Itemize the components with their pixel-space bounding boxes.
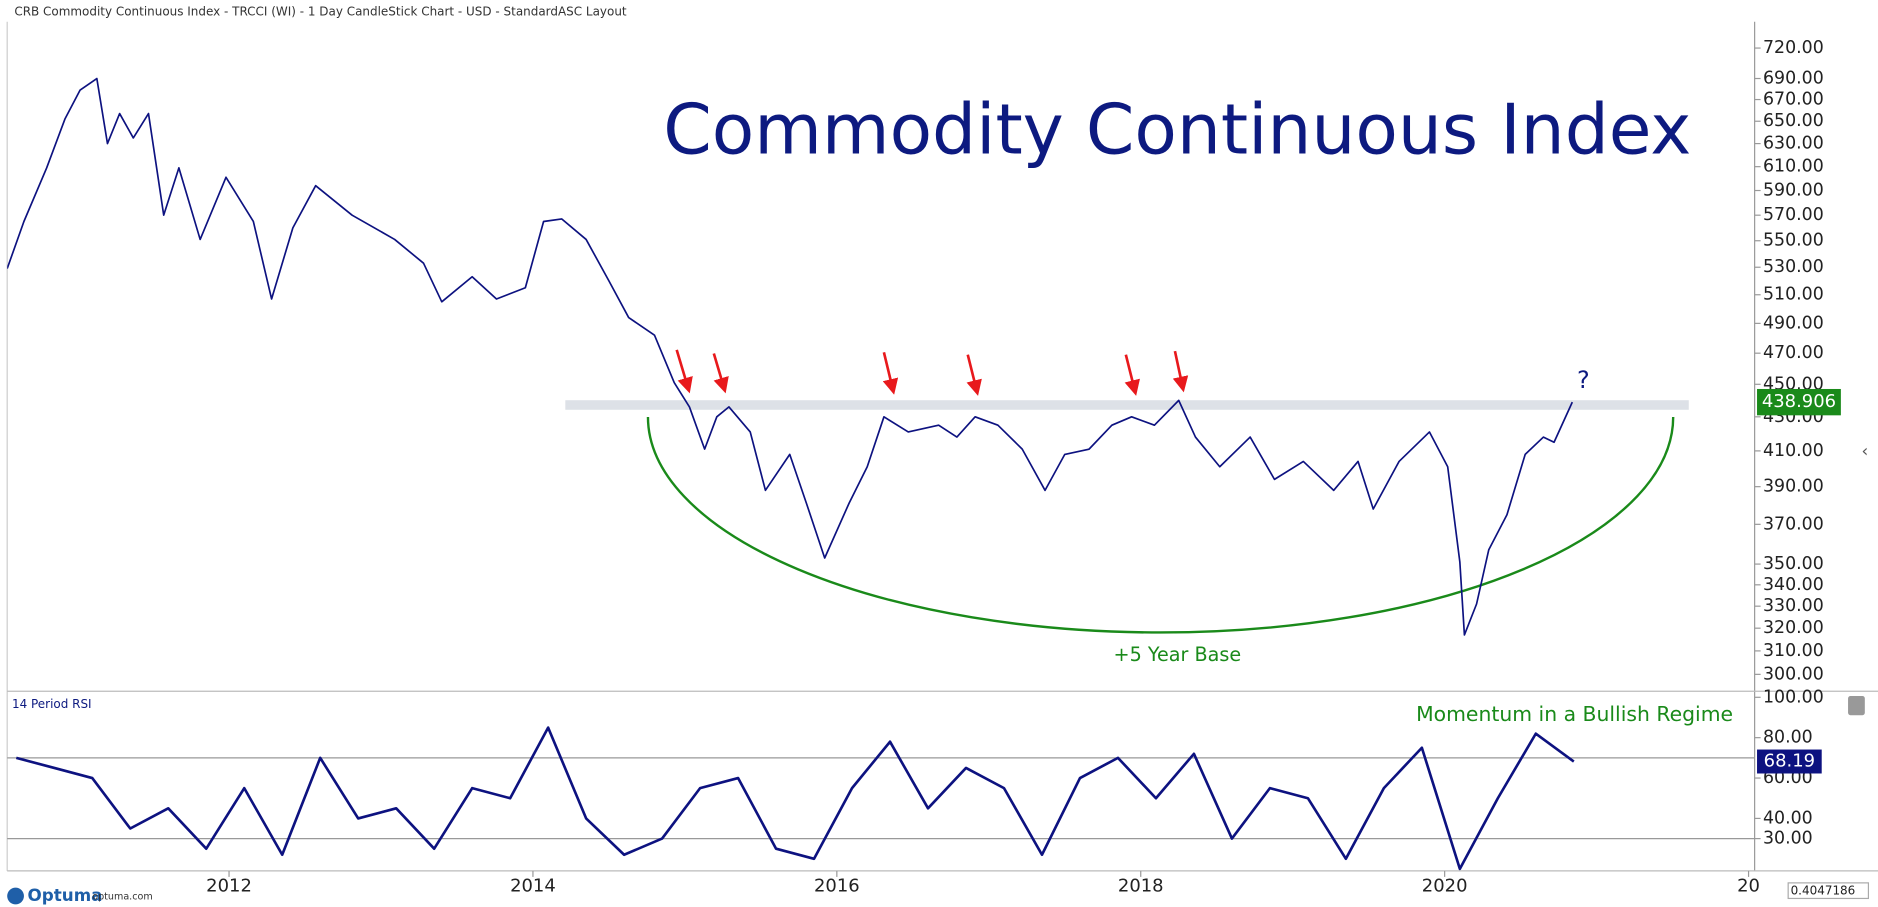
y-tick-label: 490.00 — [1763, 313, 1824, 333]
arrow — [966, 354, 982, 396]
x-tick-label: 20 — [1737, 875, 1760, 896]
y-tick-label: 320.00 — [1763, 618, 1824, 638]
site: optuma.com — [92, 892, 152, 903]
x-tick-label: 2014 — [510, 875, 556, 896]
y-tick-label: 340.00 — [1763, 575, 1824, 595]
lock-icon[interactable] — [1848, 696, 1865, 716]
y-tick-label: 530.00 — [1763, 257, 1824, 277]
arrow — [1124, 354, 1140, 396]
arrow — [712, 353, 729, 394]
last-value-label: 438.906 — [1762, 391, 1836, 412]
y-tick-label: 720.00 — [1763, 38, 1824, 58]
x-tick-label: 2012 — [206, 875, 252, 896]
logo — [7, 887, 24, 905]
annotation: Momentum in a Bullish Regime — [1416, 702, 1733, 726]
data-line — [15, 726, 1575, 871]
y-tick-label: 690.00 — [1763, 69, 1824, 89]
y-tick-label: 350.00 — [1763, 554, 1824, 574]
rsi-title: 14 Period RSI — [12, 697, 92, 711]
y-tick-label: 370.00 — [1763, 514, 1824, 534]
y-tick-label: 470.00 — [1763, 343, 1824, 363]
y-tick-label: 300.00 — [1763, 664, 1824, 684]
y-tick-label: 630.00 — [1763, 134, 1824, 154]
y-tick-label: 390.00 — [1763, 477, 1824, 497]
chart-title: Commodity Continuous Index — [663, 90, 1691, 170]
last-value-box — [1757, 388, 1841, 416]
arrow — [882, 351, 899, 395]
arrow — [1172, 350, 1189, 393]
annotation: ? — [1577, 366, 1590, 394]
y-tick-label: 410.00 — [1763, 441, 1824, 461]
y-tick-label: 40.00 — [1763, 808, 1813, 828]
readout: 0.4047186 — [1791, 884, 1856, 898]
last-value-label: 68.19 — [1764, 751, 1815, 772]
x-tick-label: 2020 — [1422, 875, 1468, 896]
y-tick-label: 570.00 — [1763, 205, 1824, 225]
y-tick-label: 510.00 — [1763, 285, 1824, 305]
arrows — [675, 349, 1189, 396]
readout-box — [1787, 882, 1870, 900]
y-tick-label: 610.00 — [1763, 157, 1824, 177]
y-tick-label: 310.00 — [1763, 641, 1824, 661]
y-tick-label: 670.00 — [1763, 90, 1824, 110]
y-tick-label: 100.00 — [1763, 687, 1824, 707]
brand: Optuma — [28, 885, 103, 905]
base-arc — [646, 416, 1675, 634]
window-controls[interactable] — [1769, 3, 1865, 19]
x-tick-label: 2016 — [814, 875, 860, 896]
y-tick-label: 550.00 — [1763, 231, 1824, 251]
arrow — [675, 349, 693, 394]
y-tick-label: 80.00 — [1763, 728, 1813, 748]
x-tick-label: 2018 — [1118, 875, 1164, 896]
data-line — [7, 77, 1574, 636]
last-value-box — [1757, 749, 1822, 774]
y-tick-label: 30.00 — [1763, 829, 1813, 849]
y-tick-label: 330.00 — [1763, 596, 1824, 616]
collapse-toggle[interactable]: ‹ — [1861, 441, 1868, 461]
header: CRB Commodity Continuous Index - TRCCI (… — [14, 5, 627, 19]
y-tick-label: 590.00 — [1763, 181, 1824, 201]
resistance-band — [565, 400, 1689, 410]
y-tick-label: 650.00 — [1763, 111, 1824, 131]
annotation: +5 Year Base — [1114, 643, 1242, 666]
